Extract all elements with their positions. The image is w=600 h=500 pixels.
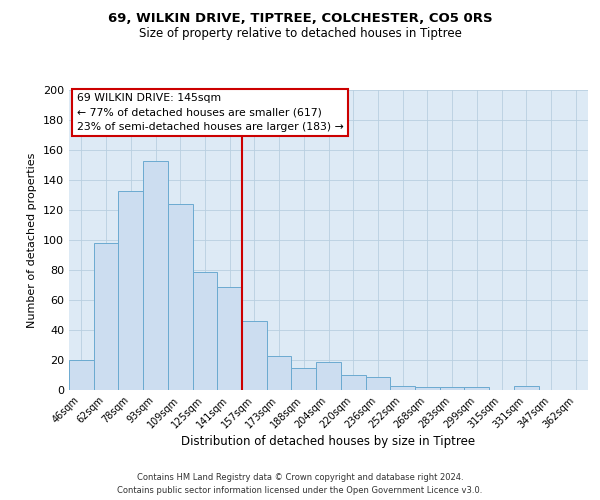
Bar: [193, 272, 217, 390]
Bar: [94, 243, 118, 390]
Bar: [217, 286, 242, 390]
Bar: [464, 387, 489, 390]
Text: Size of property relative to detached houses in Tiptree: Size of property relative to detached ho…: [139, 28, 461, 40]
Bar: [292, 368, 316, 390]
Bar: [316, 362, 341, 390]
X-axis label: Distribution of detached houses by size in Tiptree: Distribution of detached houses by size …: [181, 436, 476, 448]
Bar: [365, 376, 390, 390]
Bar: [440, 387, 464, 390]
Bar: [242, 321, 267, 390]
Bar: [390, 386, 415, 390]
Bar: [341, 375, 365, 390]
Y-axis label: Number of detached properties: Number of detached properties: [28, 152, 37, 328]
Bar: [415, 387, 440, 390]
Bar: [514, 386, 539, 390]
Text: Contains HM Land Registry data © Crown copyright and database right 2024.: Contains HM Land Registry data © Crown c…: [137, 472, 463, 482]
Text: 69, WILKIN DRIVE, TIPTREE, COLCHESTER, CO5 0RS: 69, WILKIN DRIVE, TIPTREE, COLCHESTER, C…: [107, 12, 493, 26]
Bar: [118, 190, 143, 390]
Bar: [143, 160, 168, 390]
Bar: [168, 204, 193, 390]
Text: 69 WILKIN DRIVE: 145sqm
← 77% of detached houses are smaller (617)
23% of semi-d: 69 WILKIN DRIVE: 145sqm ← 77% of detache…: [77, 93, 344, 132]
Bar: [69, 360, 94, 390]
Bar: [267, 356, 292, 390]
Text: Contains public sector information licensed under the Open Government Licence v3: Contains public sector information licen…: [118, 486, 482, 495]
